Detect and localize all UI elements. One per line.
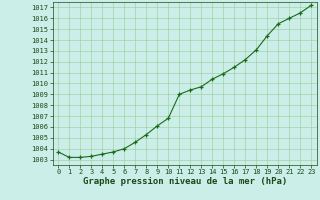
- X-axis label: Graphe pression niveau de la mer (hPa): Graphe pression niveau de la mer (hPa): [83, 177, 287, 186]
